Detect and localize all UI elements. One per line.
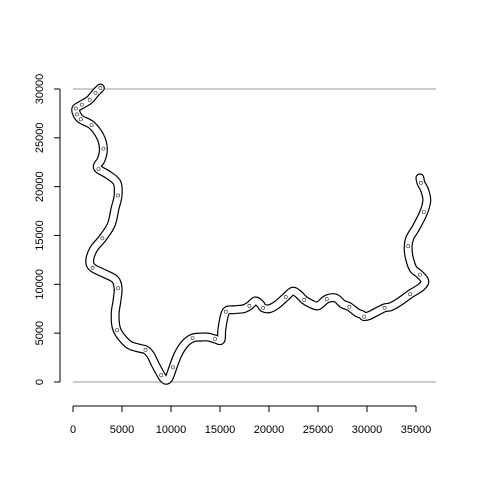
- data-point: [171, 365, 175, 370]
- data-point: [190, 336, 195, 341]
- y-tick-label: 30000: [34, 74, 46, 105]
- river-outline: [71, 83, 432, 385]
- data-point: [324, 297, 329, 301]
- data-point: [74, 106, 78, 111]
- data-point: [347, 304, 352, 309]
- data-point: [417, 272, 422, 277]
- data-point: [116, 193, 121, 198]
- data-point: [223, 309, 228, 314]
- data-point: [101, 146, 106, 151]
- x-tick-label: 30000: [352, 424, 383, 436]
- data-point: [79, 102, 84, 107]
- data-point: [421, 210, 426, 215]
- x-tick-label: 35000: [401, 424, 432, 436]
- x-tick-label: 15000: [205, 424, 236, 436]
- data-point: [408, 292, 413, 297]
- data-point: [116, 286, 121, 291]
- data-point: [247, 303, 252, 308]
- x-axis: 0 5000 10000 15000 20000 25000 30000 35000: [70, 405, 432, 436]
- y-tick-label: 5000: [34, 321, 46, 345]
- data-point: [143, 347, 148, 352]
- x-tick-label: 0: [70, 424, 76, 436]
- data-point: [75, 112, 79, 117]
- data-point: [93, 91, 98, 95]
- y-axis: 0 5000 10000 15000 20000 25000 30000: [34, 74, 61, 385]
- data-point: [362, 314, 367, 319]
- data-point: [418, 180, 423, 185]
- reference-lines: [73, 88, 436, 383]
- x-tick-label: 25000: [303, 424, 334, 436]
- data-point: [283, 295, 288, 299]
- y-tick-label: 0: [34, 379, 46, 385]
- x-tick-label: 20000: [254, 424, 285, 436]
- y-tick-label: 15000: [34, 220, 46, 251]
- data-point: [213, 337, 218, 341]
- y-tick-label: 25000: [34, 123, 46, 154]
- data-point: [96, 167, 101, 172]
- data-point: [302, 298, 307, 302]
- data-point: [87, 97, 92, 102]
- x-tick-label: 10000: [156, 424, 187, 436]
- data-point: [406, 244, 411, 249]
- river-path-series: [71, 83, 432, 385]
- y-tick-label: 10000: [34, 269, 46, 300]
- river-interior: [72, 84, 431, 384]
- data-point: [98, 86, 103, 90]
- data-point: [159, 373, 164, 378]
- data-point: [100, 236, 105, 241]
- x-tick-label: 5000: [110, 424, 134, 436]
- data-point: [78, 117, 83, 122]
- data-point: [90, 265, 95, 270]
- data-point: [115, 328, 120, 333]
- y-tick-label: 20000: [34, 171, 46, 202]
- data-point: [261, 305, 266, 310]
- data-point: [89, 123, 94, 128]
- data-point: [382, 305, 387, 310]
